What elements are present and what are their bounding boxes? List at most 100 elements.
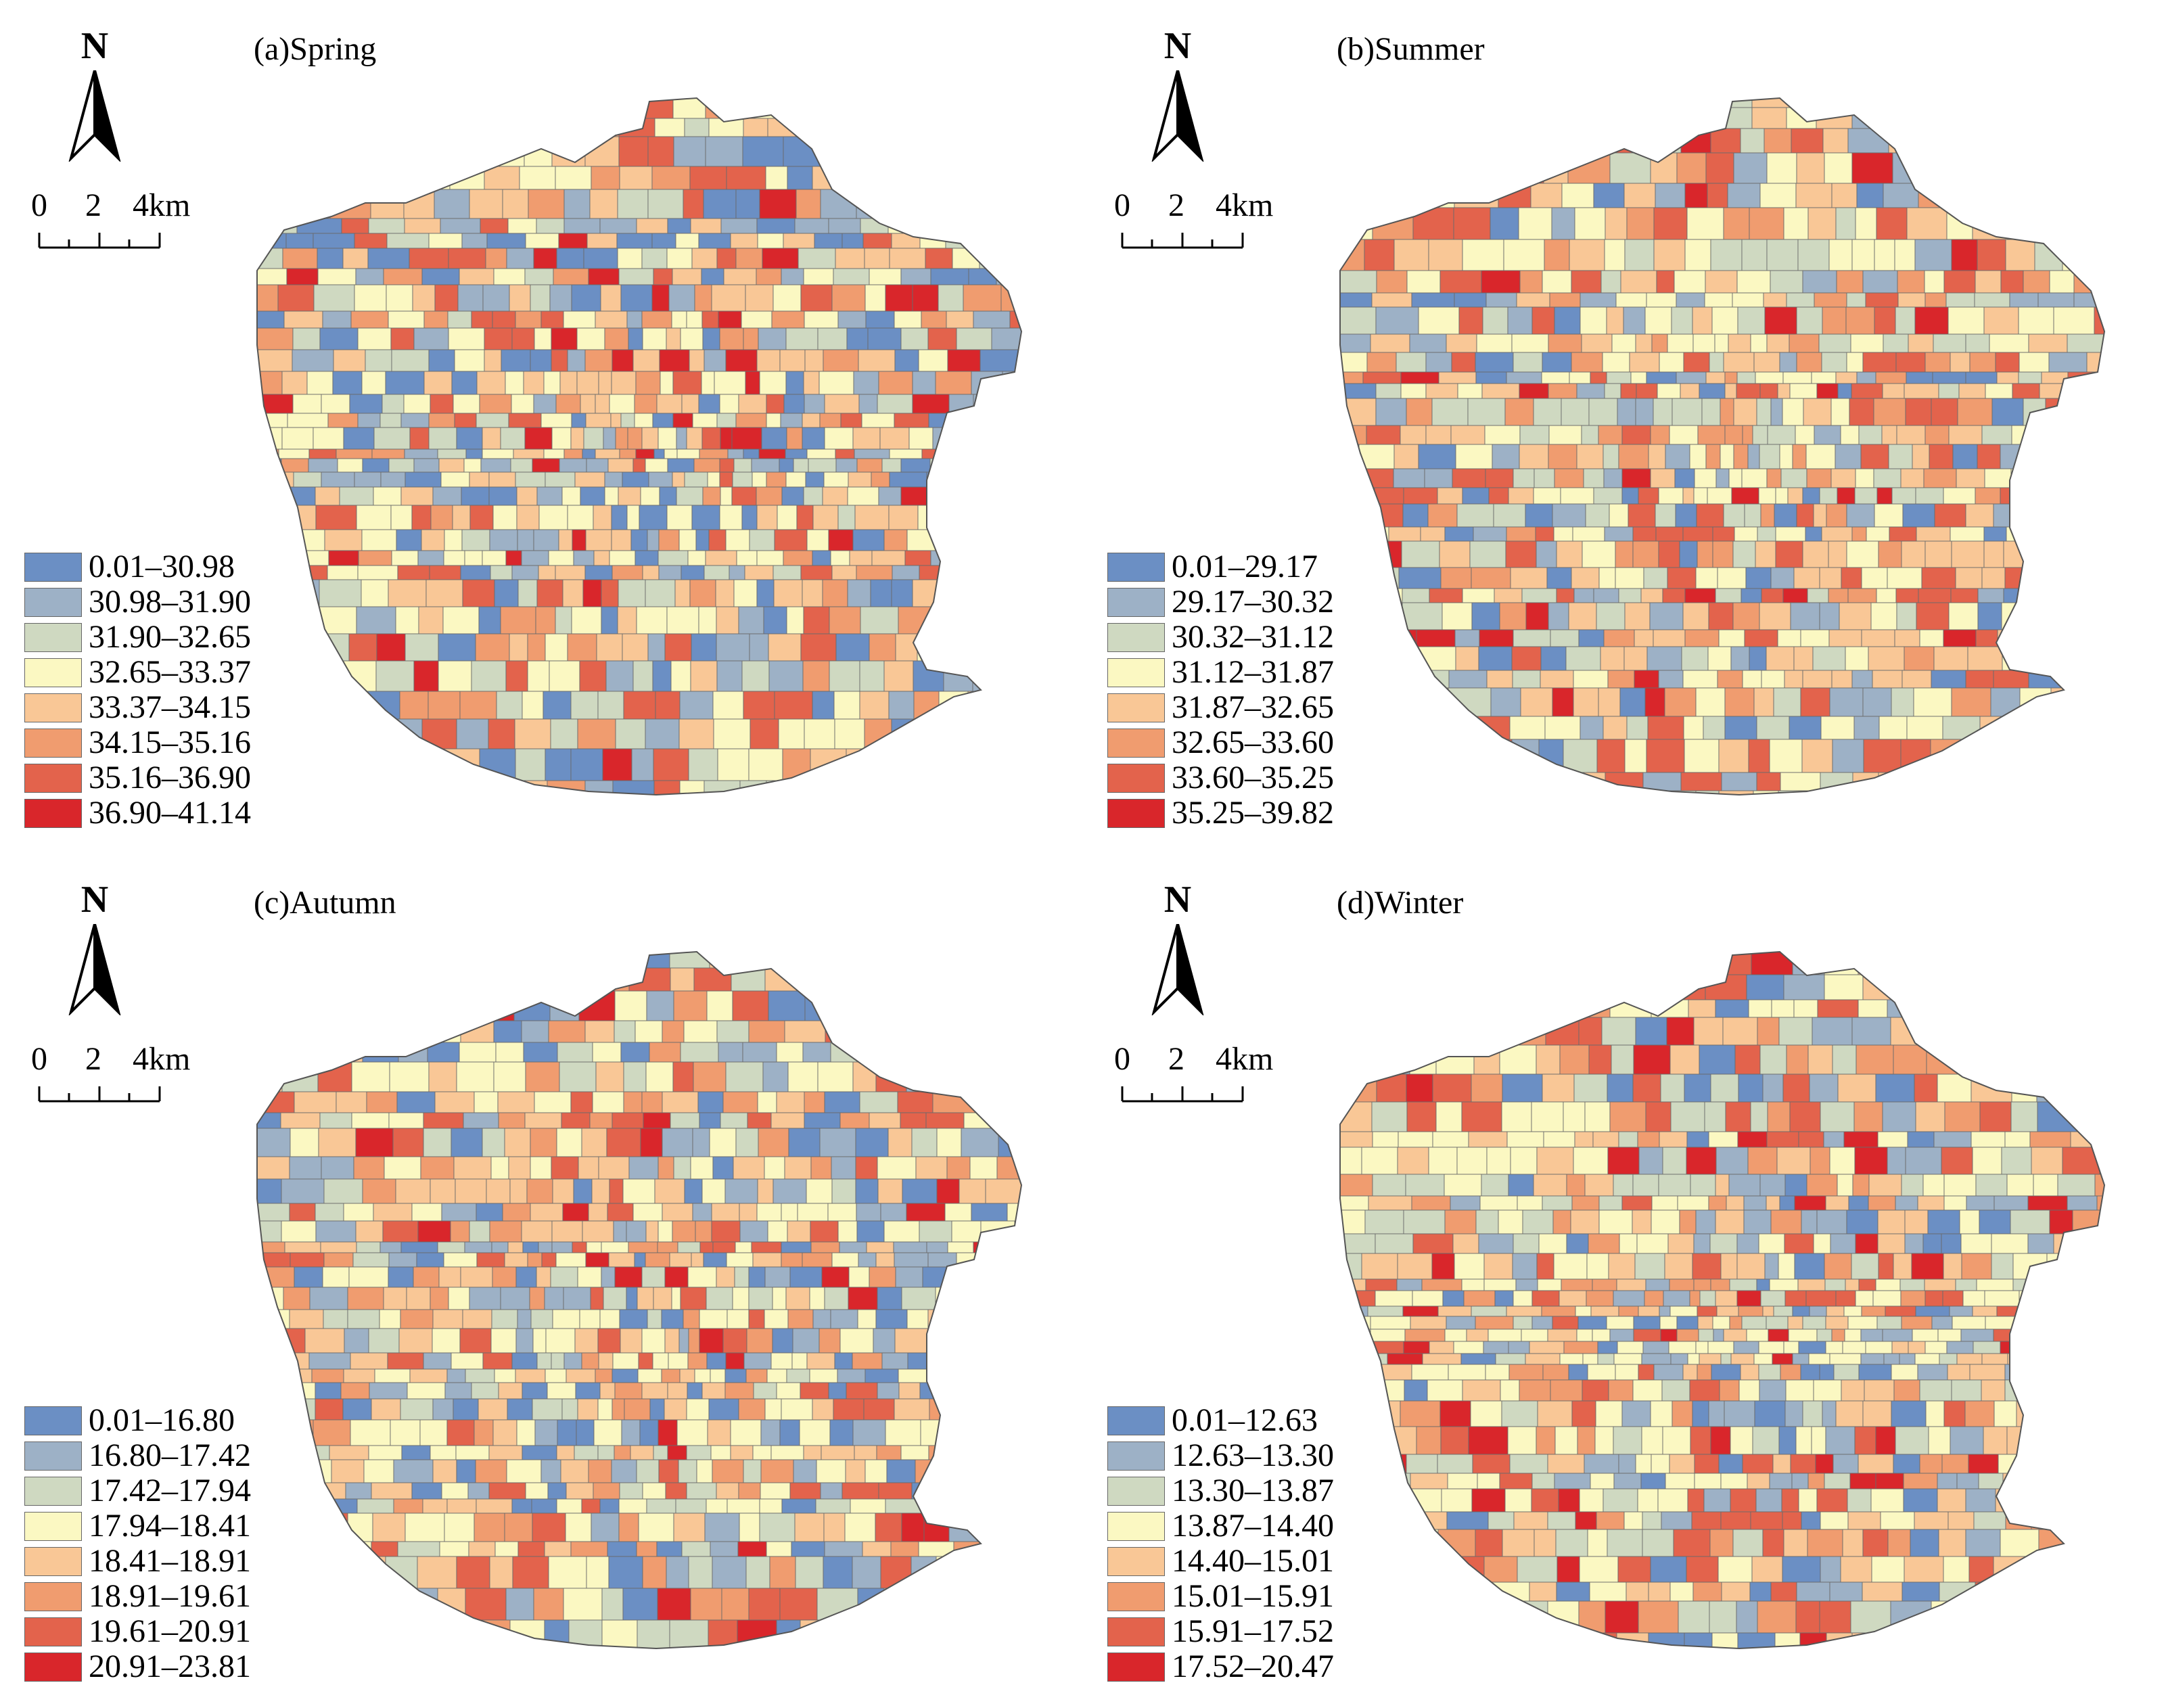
district-cell (409, 1368, 448, 1383)
district-cell (1846, 1209, 1879, 1234)
district-cell (982, 505, 1021, 530)
district-cell (476, 371, 506, 395)
map-panel-spring: N 0 2 4km (a)Spring 0.01–30.98 30.98–31.… (0, 0, 1083, 854)
district-cell (705, 136, 743, 167)
district-cell (337, 458, 363, 473)
district-cell (540, 413, 572, 428)
district-cell (1618, 588, 1642, 603)
district-cell (1340, 1454, 1368, 1474)
district-cell (1032, 285, 1049, 311)
district-cell (642, 565, 660, 580)
district-cell (894, 310, 922, 329)
district-cell (1998, 107, 2042, 129)
district-cell (1770, 398, 1783, 426)
district-cell (1651, 1195, 1678, 1211)
district-cell (2097, 128, 2104, 154)
district-cell (992, 1498, 1021, 1514)
district-cell (356, 505, 392, 530)
district-cell (559, 371, 578, 395)
district-cell (1799, 1632, 1827, 1648)
district-cell (1751, 1556, 1783, 1583)
district-cell (1942, 1290, 1964, 1307)
district-cell (2060, 540, 2094, 568)
district-cell (1710, 1074, 1739, 1103)
district-cell (2113, 772, 2132, 791)
district-cell (1580, 98, 1613, 108)
district-cell (612, 1398, 625, 1421)
district-cell (1437, 1306, 1472, 1317)
district-cell (834, 1352, 853, 1370)
district-cell (425, 1648, 453, 1680)
district-cell (323, 98, 359, 119)
district-cell (1580, 292, 1617, 308)
district-cell (656, 394, 683, 414)
district-cell (1872, 1290, 1902, 1307)
district-cell (257, 633, 295, 662)
district-cell (707, 1419, 731, 1446)
district-cell (522, 967, 563, 992)
district-cell (281, 136, 312, 167)
district-cell (731, 486, 757, 506)
district-cell (898, 1382, 921, 1400)
district-cell (982, 189, 1017, 219)
district-cell (1919, 629, 1944, 647)
district-cell (1807, 1473, 1825, 1490)
district-cell (658, 427, 677, 450)
district-cell (2088, 1329, 2104, 1342)
district-cell (710, 1368, 726, 1383)
district-cell (389, 1619, 422, 1648)
district-cell (628, 327, 643, 350)
district-cell (438, 633, 476, 662)
district-cell (316, 1619, 352, 1648)
district-cell (488, 718, 515, 749)
district-cell (1428, 152, 1465, 184)
district-cell (476, 1498, 513, 1514)
district-cell (1708, 1400, 1725, 1427)
district-cell (645, 579, 676, 607)
district-cell (824, 1287, 849, 1310)
district-cell (502, 1203, 531, 1222)
district-cell (508, 413, 542, 428)
district-cell (1663, 790, 1697, 795)
district-cell (1801, 1209, 1818, 1234)
district-cell (1017, 1252, 1021, 1268)
district-cell (547, 1482, 567, 1500)
district-cell (752, 1252, 782, 1268)
district-cell (1500, 1379, 1520, 1402)
district-cell (1013, 1459, 1021, 1483)
district-cell (1454, 1253, 1485, 1280)
district-cell (2043, 588, 2076, 603)
district-cell (1949, 1306, 1973, 1317)
district-cell (1502, 1074, 1543, 1103)
district-cell (836, 952, 874, 969)
district-cell (1542, 270, 1572, 294)
choropleth-map (256, 950, 1023, 1680)
district-cell (668, 1352, 689, 1370)
district-cell (1772, 1353, 1793, 1365)
district-cell (846, 98, 879, 119)
district-cell (517, 1648, 558, 1680)
district-cell (735, 189, 760, 219)
district-cell (1824, 1473, 1851, 1490)
district-cell (1414, 646, 1456, 671)
north-label: N (1163, 879, 1192, 921)
district-cell (936, 1556, 978, 1589)
district-cell (1340, 1400, 1375, 1427)
district-cell (1519, 1379, 1551, 1402)
district-cell (632, 349, 660, 372)
district-cell (1640, 1473, 1666, 1490)
district-cell (671, 310, 687, 329)
district-cell (1379, 1600, 1419, 1634)
district-cell (1574, 1131, 1594, 1148)
district-cell (2011, 1074, 2037, 1103)
district-cell (423, 371, 453, 395)
district-cell (927, 327, 957, 350)
district-cell (881, 1619, 911, 1648)
district-cell (1520, 687, 1553, 717)
district-cell (498, 1112, 526, 1129)
district-cell (2037, 1017, 2070, 1046)
district-cell (1899, 1278, 1925, 1291)
district-cell (623, 691, 656, 720)
legend-label: 0.01–16.80 (89, 1402, 235, 1438)
district-cell (1340, 1488, 1373, 1513)
